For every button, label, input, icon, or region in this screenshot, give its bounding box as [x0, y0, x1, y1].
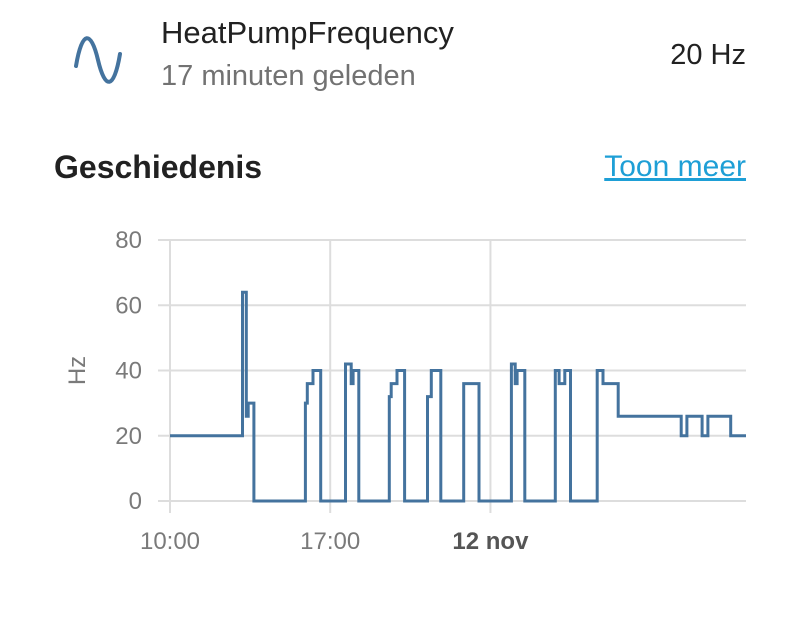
y-tick-label: 60	[115, 292, 142, 319]
entity-row[interactable]: HeatPumpFrequency 17 minuten geleden 20 …	[0, 0, 800, 110]
data-point[interactable]	[522, 499, 527, 504]
data-point[interactable]	[515, 368, 520, 373]
data-point[interactable]	[387, 394, 392, 399]
y-tick-label: 80	[115, 227, 142, 254]
history-title: Geschiedenis	[54, 149, 263, 185]
data-point[interactable]	[509, 361, 514, 366]
data-point[interactable]	[461, 381, 466, 386]
data-point[interactable]	[600, 381, 605, 386]
sine-wave-icon	[74, 36, 122, 84]
x-tick-label: 17:00	[300, 528, 360, 555]
data-point[interactable]	[553, 368, 558, 373]
data-point[interactable]	[476, 499, 481, 504]
data-point[interactable]	[513, 381, 518, 386]
data-point[interactable]	[679, 433, 684, 438]
data-point[interactable]	[429, 368, 434, 373]
data-point[interactable]	[394, 368, 399, 373]
series-line[interactable]	[170, 290, 746, 503]
last-changed-time: 17 minuten geleden	[161, 60, 416, 92]
data-point[interactable]	[168, 433, 173, 438]
data-point[interactable]	[318, 499, 323, 504]
data-point[interactable]	[728, 433, 733, 438]
data-point[interactable]	[240, 290, 245, 295]
data-point[interactable]	[246, 401, 251, 406]
y-axis-title: Hz	[64, 356, 91, 385]
data-point[interactable]	[402, 499, 407, 504]
data-point[interactable]	[251, 499, 256, 504]
data-point[interactable]	[343, 361, 348, 366]
data-point[interactable]	[438, 499, 443, 504]
data-point[interactable]	[700, 433, 705, 438]
data-point[interactable]	[244, 414, 249, 419]
data-point[interactable]	[562, 368, 567, 373]
x-tick-label: 12 nov	[452, 528, 529, 555]
data-point[interactable]	[349, 381, 354, 386]
history-chart[interactable]: 0 20 40 60 80 10:00 17:00 12 nov Hz	[0, 220, 800, 580]
data-point[interactable]	[568, 499, 573, 504]
y-tick-label: 40	[115, 358, 142, 385]
data-point[interactable]	[425, 394, 430, 399]
data-point[interactable]	[305, 381, 310, 386]
data-point[interactable]	[351, 368, 356, 373]
data-point[interactable]	[744, 433, 749, 438]
x-tick-label: 10:00	[140, 528, 200, 555]
data-point[interactable]	[616, 414, 621, 419]
y-tick-label: 0	[129, 488, 142, 515]
data-point[interactable]	[311, 368, 316, 373]
entity-name: HeatPumpFrequency	[161, 15, 454, 50]
data-point[interactable]	[557, 381, 562, 386]
show-more-link[interactable]: Toon meer	[604, 150, 746, 183]
data-point[interactable]	[356, 499, 361, 504]
data-point[interactable]	[389, 381, 394, 386]
data-point[interactable]	[595, 368, 600, 373]
data-point[interactable]	[303, 401, 308, 406]
data-point[interactable]	[684, 414, 689, 419]
entity-state-value: 20 Hz	[670, 39, 746, 71]
y-tick-label: 20	[115, 423, 142, 450]
data-point[interactable]	[705, 414, 710, 419]
